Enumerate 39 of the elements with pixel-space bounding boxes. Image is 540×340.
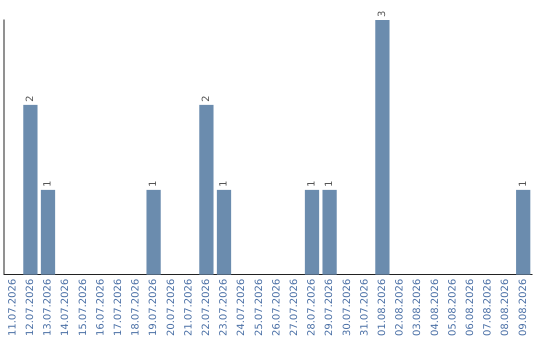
x-tick-label: 05.08.2026 [447,278,458,336]
x-tick-label: 28.07.2026 [306,278,318,336]
x-tick-label: 01.08.2026 [376,278,388,336]
data-label: 2 [200,96,212,102]
x-tick-label: 16.07.2026 [95,278,106,336]
x-tick-label: 25.07.2026 [254,278,265,336]
data-label: 1 [42,180,54,187]
data-label: 1 [518,180,529,187]
x-tick-label: 17.07.2026 [112,278,124,336]
x-tick-label: 21.07.2026 [183,278,194,336]
x-tick-label: 12.07.2026 [24,278,36,336]
x-tick-label: 11.07.2026 [7,278,18,336]
x-tick-label: 27.07.2026 [288,278,300,336]
x-tick-label: 26.07.2026 [271,278,282,336]
x-tick-label: 23.07.2026 [218,278,230,336]
data-label: 3 [376,10,388,17]
x-tick-label: 24.07.2026 [236,278,248,336]
x-tick-label: 22.07.2026 [200,278,212,336]
x-tick-label: 03.08.2026 [412,278,424,336]
x-tick-label: 15.07.2026 [78,278,89,336]
x-tick-label: 06.08.2026 [464,278,476,336]
x-tick-label: 18.07.2026 [130,278,142,336]
x-tick-label: 07.08.2026 [482,278,494,336]
x-tick-label: 31.07.2026 [359,278,370,336]
x-tick-label: 14.07.2026 [60,278,72,336]
data-label: 1 [306,180,318,187]
x-tick-label: 09.08.2026 [518,278,529,336]
x-tick-label: 30.07.2026 [342,278,353,336]
x-tick-label: 19.07.2026 [148,278,160,336]
x-tick-label: 04.08.2026 [430,278,441,336]
x-tick-label: 20.07.2026 [166,278,177,336]
x-tick-label: 13.07.2026 [42,278,54,336]
data-label: 1 [218,180,230,187]
data-label: 2 [24,96,36,102]
x-tick-label: 29.07.2026 [324,278,336,336]
data-label: 1 [148,180,160,187]
x-tick-label: 08.08.2026 [500,278,512,336]
data-label: 1 [324,180,336,187]
x-tick-label: 02.08.2026 [394,278,406,336]
